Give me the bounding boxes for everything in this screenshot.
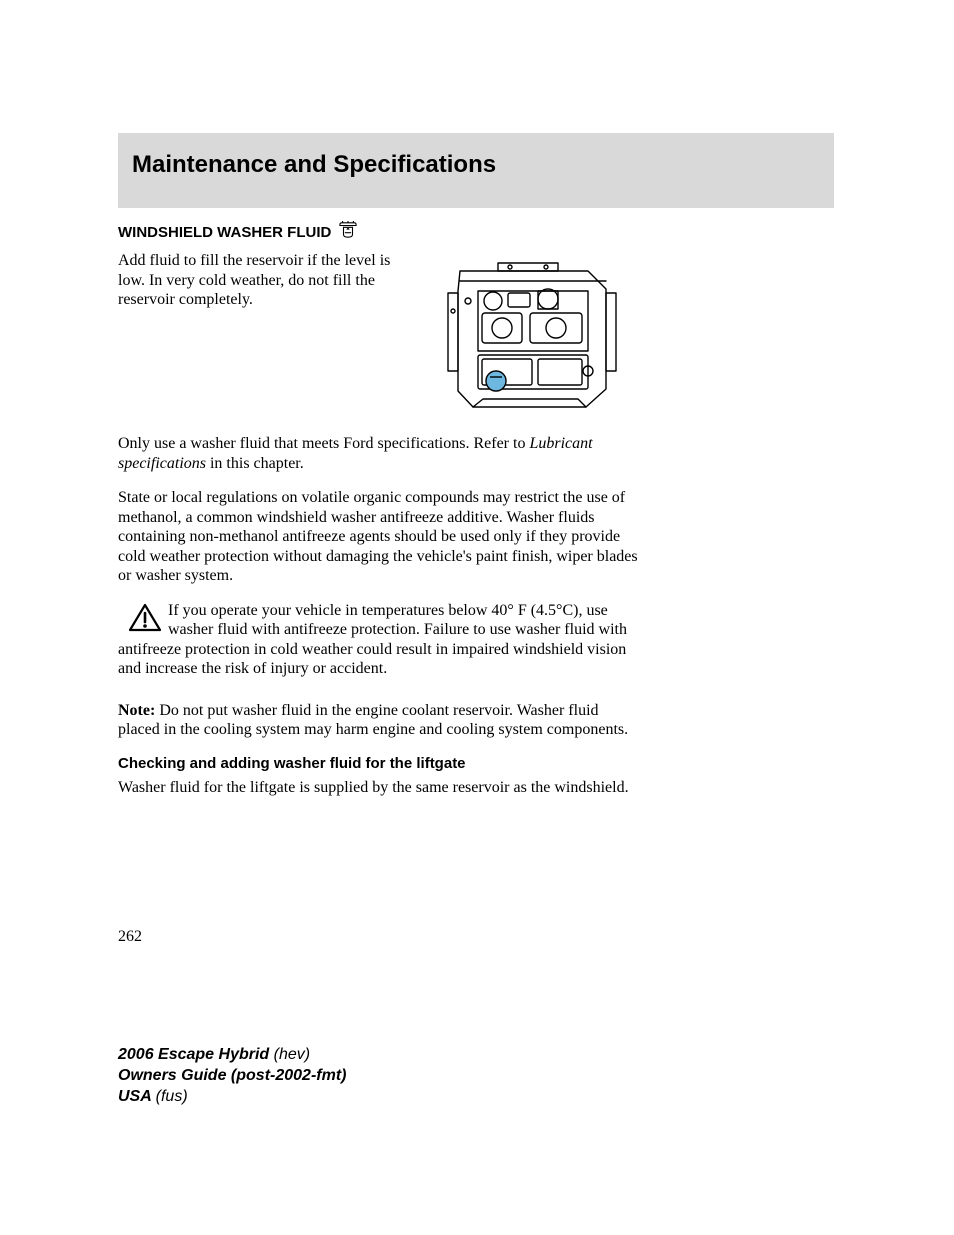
warning-block: If you operate your vehicle in temperatu… [118,601,640,679]
warning-text: If you operate your vehicle in temperatu… [118,602,627,678]
note-body: Do not put washer fluid in the engine co… [118,702,628,739]
footer-line-2: Owners Guide (post-2002-fmt) [118,1066,346,1087]
note-label: Note: [118,702,155,719]
paragraph-spec: Only use a washer fluid that meets Ford … [118,434,640,473]
heading-text: WINDSHIELD WASHER FLUID [118,224,331,241]
page: Maintenance and Specifications WINDSHIEL… [0,0,954,1235]
engine-bay-diagram [438,251,620,416]
text: Only use a washer fluid that meets Ford … [118,435,529,452]
chapter-title: Maintenance and Specifications [132,151,820,179]
section-heading-washer-fluid: WINDSHIELD WASHER FLUID [118,221,834,243]
footer: 2006 Escape Hybrid (hev) Owners Guide (p… [118,1045,346,1107]
note-paragraph: Note: Do not put washer fluid in the eng… [118,701,640,740]
footer-line-1: 2006 Escape Hybrid (hev) [118,1045,346,1066]
paragraph-regulations: State or local regulations on volatile o… [118,488,640,586]
intro-row: Add fluid to fill the reservoir if the l… [118,251,834,416]
paragraph-liftgate: Washer fluid for the liftgate is supplie… [118,778,640,798]
footer-line-3: USA (fus) [118,1087,346,1108]
intro-text: Add fluid to fill the reservoir if the l… [118,251,408,310]
warning-icon [128,603,162,639]
washer-reservoir-highlight [486,371,506,391]
page-number: 262 [118,928,142,946]
text: in this chapter. [206,455,304,472]
subheading-liftgate: Checking and adding washer fluid for the… [118,755,834,772]
content-area: WINDSHIELD WASHER FLUID Add fluid to fil… [118,221,834,812]
chapter-header: Maintenance and Specifications [118,133,834,208]
washer-fluid-icon [337,221,359,243]
